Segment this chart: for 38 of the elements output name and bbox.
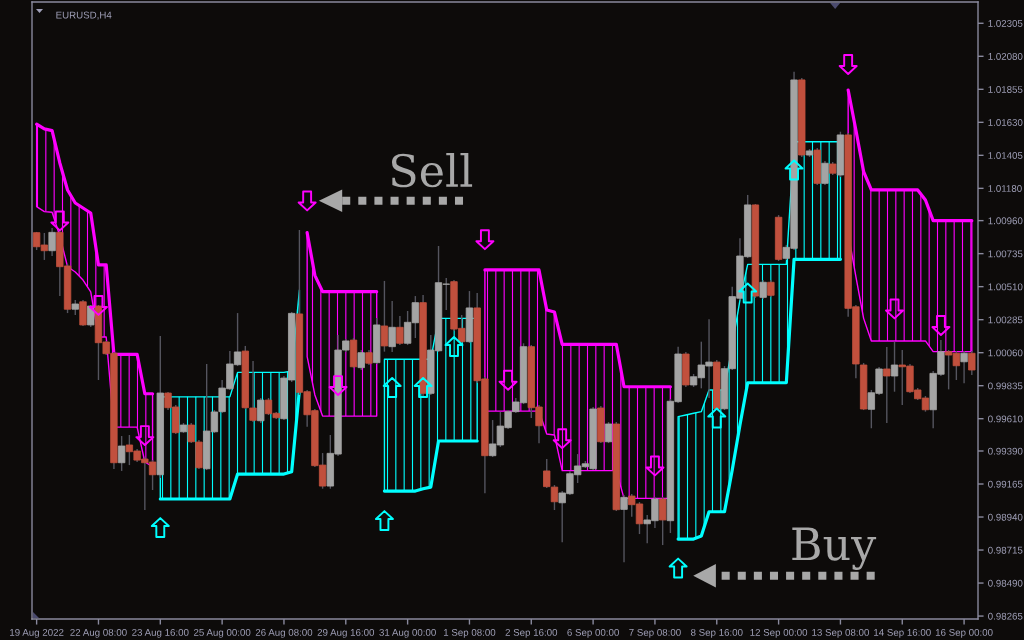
x-tick-label: 26 Aug 08:00 [255, 628, 313, 638]
y-tick-label: 1.01855 [988, 86, 1023, 93]
x-tick-label: 7 Sep 08:00 [629, 628, 681, 638]
y-tick-label: 1.02305 [988, 20, 1023, 27]
y-tick-label: 0.98265 [988, 612, 1023, 620]
y-tick-label: 1.00060 [988, 349, 1023, 357]
x-tick-label: 12 Sep 00:00 [750, 628, 808, 638]
x-tick-label: 8 Sep 16:00 [690, 628, 743, 638]
x-tick-label: 23 Aug 16:00 [132, 628, 189, 638]
x-tick-label: 1 Sep 08:00 [443, 628, 496, 638]
y-tick-label: 0.98940 [988, 513, 1023, 521]
y-tick-label: 1.00735 [988, 250, 1023, 258]
y-tick-label: 0.99165 [988, 480, 1023, 488]
y-tick-label: 1.01630 [988, 119, 1023, 126]
annotation: Sell [391, 152, 473, 188]
y-tick-label: 0.99390 [988, 447, 1023, 455]
x-tick-label: 29 Aug 16:00 [317, 628, 375, 638]
x-tick-label: 31 Aug 00:00 [379, 628, 436, 638]
text: EURUSD,H4 [56, 11, 112, 20]
y-tick-label: 0.99835 [988, 382, 1023, 390]
y-tick-label: 1.01180 [988, 185, 1022, 192]
y-tick-label: 1.00510 [988, 283, 1023, 291]
y-tick-label: 1.01405 [988, 152, 1023, 159]
y-tick-label: 1.00285 [988, 316, 1023, 324]
annotation: Buy [792, 527, 877, 570]
x-tick-label: 19 Aug 2022 [10, 628, 64, 638]
y-tick-label: 1.02080 [988, 53, 1023, 60]
y-tick-label: 0.98490 [988, 579, 1023, 587]
x-tick-label: 6 Sep 00:00 [567, 628, 619, 638]
y-tick-label: 0.98715 [988, 546, 1023, 554]
y-tick-label: 0.99610 [988, 415, 1023, 423]
x-tick-label: 22 Aug 08:00 [70, 628, 127, 638]
x-tick-label: 2 Sep 16:00 [505, 628, 558, 638]
x-tick-label: 25 Aug 00:00 [193, 628, 251, 638]
x-tick-label: 14 Sep 16:00 [874, 628, 931, 638]
x-tick-label: 13 Sep 08:00 [812, 628, 869, 638]
y-tick-label: 1.00960 [988, 217, 1023, 225]
x-tick-label: 16 Sep 00:00 [935, 628, 993, 638]
